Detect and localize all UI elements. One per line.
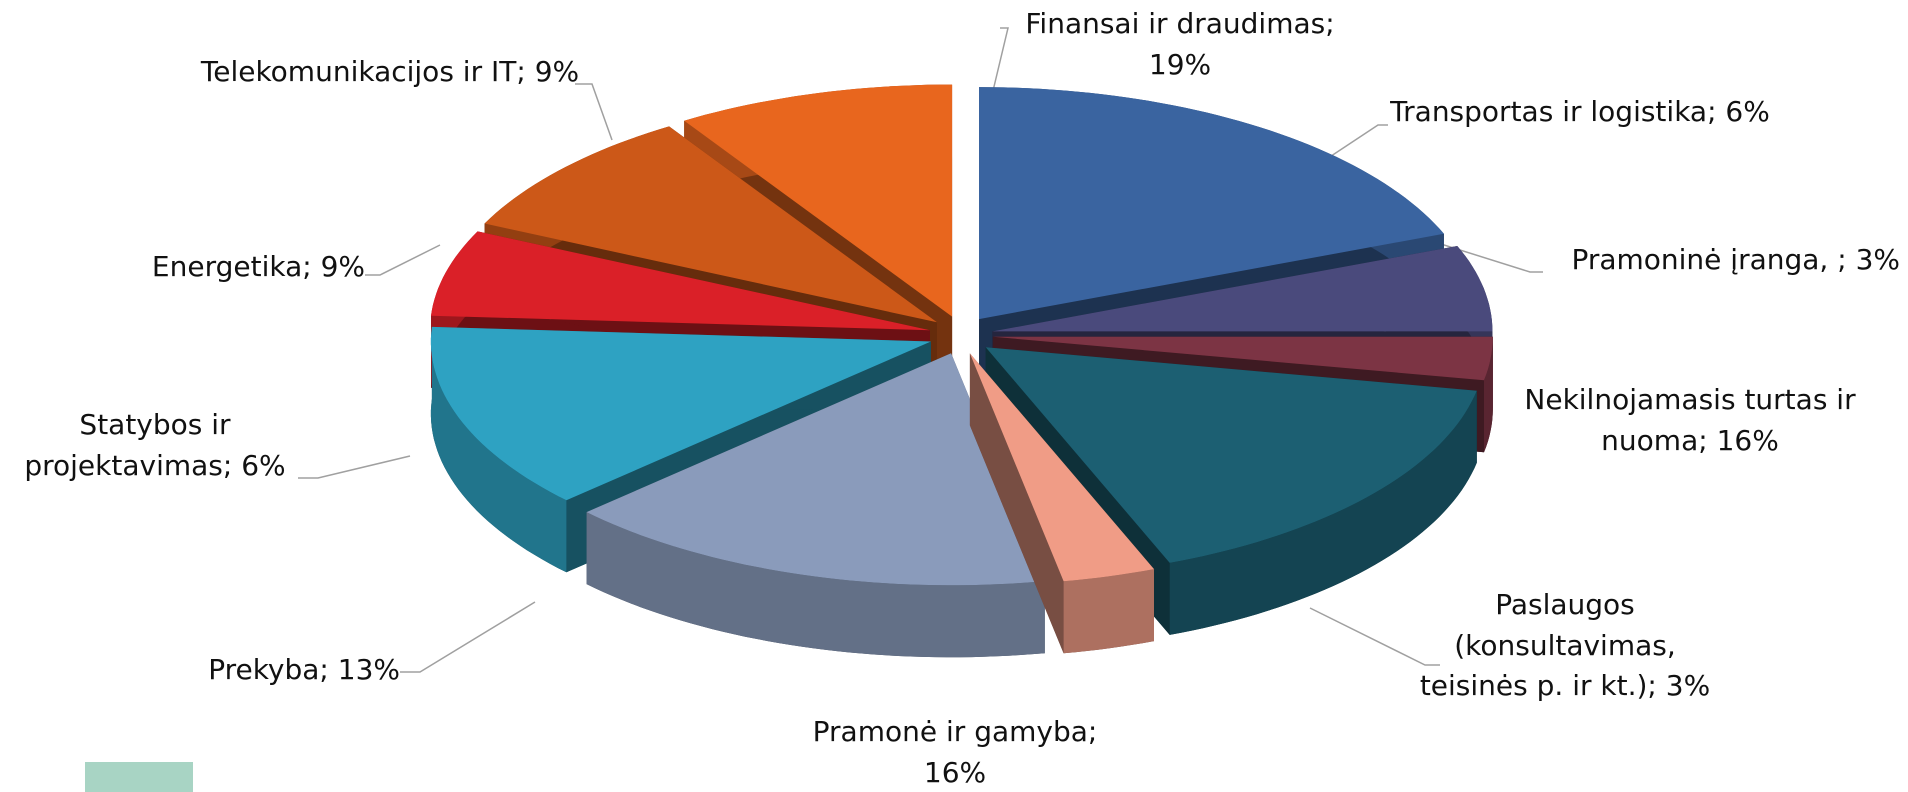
category-label: Prekyba;: [208, 653, 329, 686]
slice: [969, 353, 1154, 654]
value-label: 19%: [1148, 47, 1212, 81]
leader-line: [991, 27, 1009, 96]
slice-top: [985, 347, 1477, 563]
category-label: Paslaugos (konsultavimas, teisinės p. ir…: [1419, 588, 1676, 703]
leader-line: [575, 83, 613, 141]
slice-wall: [1169, 390, 1477, 635]
leader-line: [365, 244, 441, 276]
leader-line: [400, 601, 536, 673]
data-label: Nekilnojamasis turtas ir nuoma; 16%: [1490, 380, 1890, 461]
category-label: Transportas ir logistika;: [1390, 95, 1717, 128]
slice-wall: [1063, 569, 1154, 654]
slice-top: [430, 326, 931, 501]
data-label: Paslaugos (konsultavimas, teisinės p. ir…: [1400, 585, 1730, 707]
value-label: 16%: [923, 755, 987, 789]
value-label: 3%: [1665, 669, 1711, 703]
slice-side: [969, 353, 1064, 654]
value-label: 13%: [337, 653, 400, 686]
value-label: 9%: [534, 55, 580, 88]
value-label: 6%: [241, 448, 286, 482]
data-label: Pramonė ir gamyba; 16%: [780, 712, 1130, 792]
category-label: Finansai ir draudimas;: [1025, 7, 1335, 40]
data-label: Statybos ir projektavimas; 6%: [5, 405, 305, 486]
leader-lines: [298, 27, 1543, 673]
data-label: Energetika; 9%: [100, 247, 365, 288]
category-label: Statybos ir projektavimas;: [24, 408, 233, 482]
data-label: Finansai ir draudimas; 19%: [990, 4, 1370, 85]
data-label: Transportas ir logistika; 6%: [1380, 92, 1780, 133]
leader-line: [298, 455, 411, 479]
value-label: 9%: [320, 250, 365, 283]
slice-top: [979, 87, 1444, 320]
category-label: Energetika;: [151, 250, 312, 283]
pie: [430, 84, 1493, 658]
slice-top: [992, 246, 1493, 332]
category-label: Telekomunikacijos ir IT;: [200, 55, 526, 88]
leader-line: [1309, 607, 1440, 666]
data-label: Pramoninė įranga, ; 3%: [1540, 240, 1900, 281]
slice-top: [969, 353, 1154, 582]
slice-top: [684, 84, 953, 317]
category-label: Nekilnojamasis turtas ir nuoma;: [1524, 383, 1856, 457]
thumbnail: [85, 762, 193, 792]
leader-line: [1309, 124, 1388, 171]
slice-top: [484, 126, 937, 323]
slice-top: [586, 353, 1045, 586]
category-label: Pramonė ir gamyba;: [812, 715, 1098, 748]
data-label: Prekyba; 13%: [150, 650, 400, 691]
value-label: 3%: [1855, 243, 1900, 276]
value-label: 6%: [1725, 95, 1770, 128]
slice-wall: [586, 512, 1045, 658]
value-label: 16%: [1716, 423, 1779, 457]
slice-top: [992, 336, 1493, 381]
slice-wall: [1484, 336, 1493, 453]
data-label: Telekomunikacijos ir IT; 9%: [200, 52, 580, 93]
slice-top: [431, 231, 930, 331]
category-label: Pramoninė įranga, ;: [1571, 243, 1847, 276]
slice-wall: [430, 326, 567, 573]
